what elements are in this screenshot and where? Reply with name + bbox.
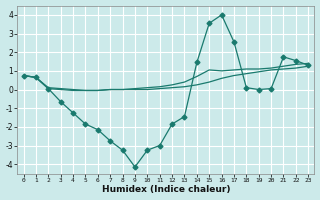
- X-axis label: Humidex (Indice chaleur): Humidex (Indice chaleur): [102, 185, 230, 194]
